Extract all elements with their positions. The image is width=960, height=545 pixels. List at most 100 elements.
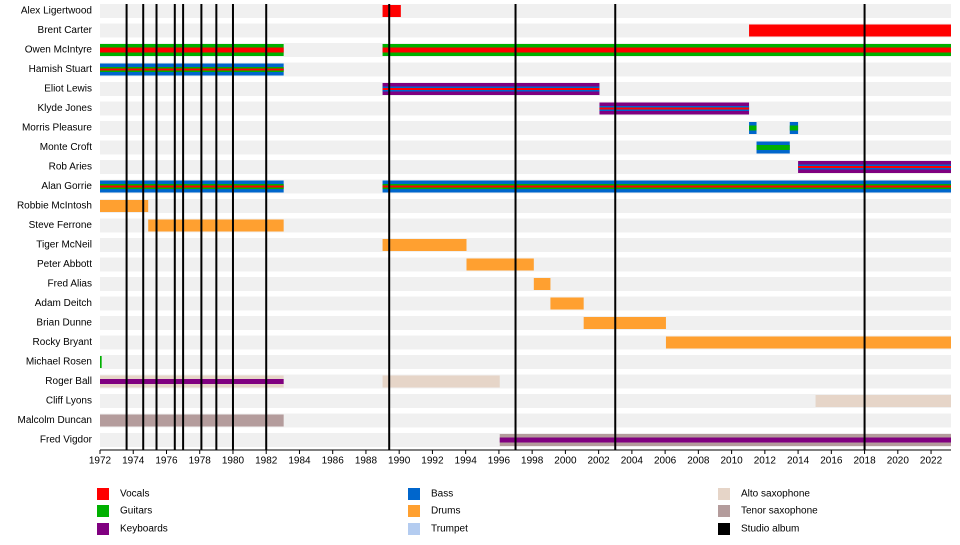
row-band xyxy=(100,238,951,252)
x-tick-label: 2018 xyxy=(853,456,876,467)
member-label: Morris Pleasure xyxy=(22,123,92,134)
tenure-bar xyxy=(100,414,284,427)
tenure-bar xyxy=(100,47,284,53)
tenure-bar xyxy=(749,125,757,131)
member-label: Peter Abbott xyxy=(37,259,92,270)
tenure-bar xyxy=(382,88,600,90)
tenure-bar xyxy=(583,317,666,329)
x-tick-label: 2000 xyxy=(554,456,577,467)
x-tick-label: 2010 xyxy=(720,456,743,467)
x-tick-label: 1984 xyxy=(288,456,311,467)
member-label: Robbie McIntosh xyxy=(17,201,92,212)
tenure-bar xyxy=(756,145,790,150)
legend-swatch xyxy=(97,505,109,517)
legend-swatch xyxy=(408,523,420,535)
row-band xyxy=(100,316,951,330)
member-label: Owen McIntyre xyxy=(25,45,93,56)
tenure-bar xyxy=(815,395,951,407)
x-tick-label: 1996 xyxy=(488,456,511,467)
member-label: Steve Ferrone xyxy=(29,220,93,231)
legend-swatch xyxy=(718,523,730,535)
x-tick-label: 2012 xyxy=(754,456,777,467)
x-tick-label: 1972 xyxy=(89,456,112,467)
x-tick-label: 2008 xyxy=(687,456,710,467)
member-label: Tiger McNeil xyxy=(36,240,92,251)
tenure-bar xyxy=(499,437,951,443)
legend-swatch xyxy=(97,488,109,500)
x-tick-label: 1994 xyxy=(455,456,478,467)
member-label: Brent Carter xyxy=(38,25,93,36)
member-label: Alan Gorrie xyxy=(41,181,92,192)
row-band xyxy=(100,4,951,18)
legend-swatch xyxy=(718,488,730,500)
row-band xyxy=(100,413,951,428)
x-tick-label: 1976 xyxy=(155,456,178,467)
legend-label: Bass xyxy=(431,489,453,500)
row-band xyxy=(100,101,951,116)
x-tick-label: 1980 xyxy=(222,456,245,467)
member-label: Fred Vigdor xyxy=(40,435,93,446)
row-band xyxy=(100,199,951,213)
legend-swatch xyxy=(97,523,109,535)
member-label: Rocky Bryant xyxy=(33,337,93,348)
legend-label: Trumpet xyxy=(431,524,468,535)
row-band xyxy=(100,277,951,291)
legend-swatch xyxy=(408,505,420,517)
tenure-bar xyxy=(100,68,284,71)
member-label: Hamish Stuart xyxy=(29,64,93,75)
x-tick-label: 2022 xyxy=(920,456,943,467)
tenure-bar xyxy=(382,47,951,53)
tenure-bar xyxy=(599,107,750,110)
x-tick-label: 2014 xyxy=(787,456,810,467)
row-band xyxy=(100,394,951,408)
member-label: Monte Croft xyxy=(40,142,92,153)
x-tick-label: 1998 xyxy=(521,456,544,467)
legend-swatch xyxy=(408,488,420,500)
tenure-bar xyxy=(382,185,951,188)
legend-label: Vocals xyxy=(120,489,149,500)
legend-label: Alto saxophone xyxy=(741,489,810,500)
x-tick-label: 1974 xyxy=(122,456,145,467)
row-band xyxy=(100,62,951,77)
x-tick-label: 2002 xyxy=(588,456,611,467)
tenure-bar xyxy=(100,200,149,212)
tenure-bar xyxy=(382,5,401,17)
x-tick-label: 1992 xyxy=(421,456,444,467)
row-band xyxy=(100,121,951,135)
member-label: Michael Rosen xyxy=(26,357,92,368)
tenure-bar xyxy=(798,166,951,168)
member-label: Roger Ball xyxy=(45,376,92,387)
row-band xyxy=(100,355,951,369)
member-label: Klyde Jones xyxy=(38,103,92,114)
tenure-bar xyxy=(100,185,284,188)
legend-label: Guitars xyxy=(120,506,152,517)
row-band xyxy=(100,140,951,155)
member-label: Adam Deitch xyxy=(35,298,92,309)
x-tick-label: 2004 xyxy=(621,456,644,467)
x-tick-label: 1986 xyxy=(322,456,345,467)
tenure-bar xyxy=(100,356,102,368)
x-tick-label: 1978 xyxy=(189,456,212,467)
tenure-bar xyxy=(382,239,467,251)
legend-swatch xyxy=(718,505,730,517)
member-label: Brian Dunne xyxy=(36,318,92,329)
tenure-bar xyxy=(533,278,551,290)
legend-label: Drums xyxy=(431,506,460,517)
member-label: Fred Alias xyxy=(48,279,92,290)
member-label: Malcolm Duncan xyxy=(18,415,92,426)
row-band xyxy=(100,218,951,233)
tenure-bar xyxy=(749,24,951,37)
tenure-bar xyxy=(665,336,951,349)
member-label: Rob Aries xyxy=(49,162,92,173)
x-tick-label: 1990 xyxy=(388,456,411,467)
row-band xyxy=(100,160,951,174)
row-band xyxy=(100,296,951,311)
x-tick-label: 1982 xyxy=(255,456,278,467)
x-tick-label: 2016 xyxy=(820,456,843,467)
row-band xyxy=(100,374,951,389)
row-band xyxy=(100,23,951,38)
member-label: Eliot Lewis xyxy=(44,84,92,95)
x-tick-label: 2006 xyxy=(654,456,677,467)
legend-label: Keyboards xyxy=(120,524,168,535)
